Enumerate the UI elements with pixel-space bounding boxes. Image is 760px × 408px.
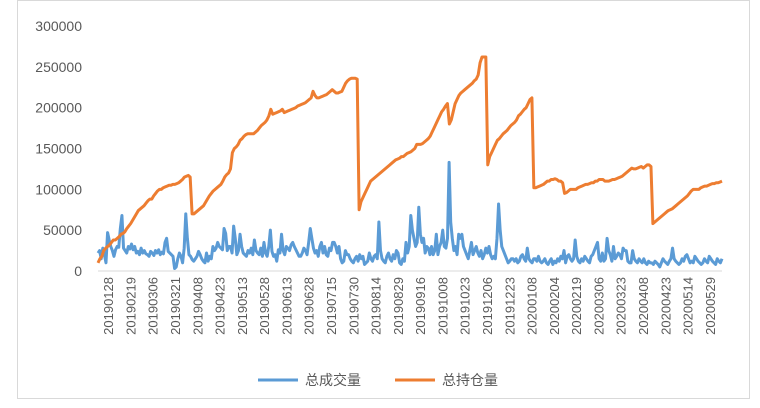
x-tick-label: 20190628 xyxy=(302,277,317,335)
x-tick-label: 20200108 xyxy=(525,277,540,335)
x-tick-label: 20190829 xyxy=(391,277,406,335)
x-tick-label: 20190128 xyxy=(101,277,116,335)
x-tick-label: 20191206 xyxy=(480,277,495,335)
x-tick-label: 20191008 xyxy=(435,277,450,335)
x-tick-label: 20190730 xyxy=(346,277,361,335)
x-tick-label: 20200219 xyxy=(569,277,584,335)
legend-label-volume: 总成交量 xyxy=(305,372,361,388)
x-tick-label: 20190528 xyxy=(257,277,272,335)
x-tick-label: 20190408 xyxy=(190,277,205,335)
x-tick-label: 20190715 xyxy=(324,277,339,335)
x-tick-label: 20190916 xyxy=(413,277,428,335)
x-tick-label: 20191223 xyxy=(502,277,517,335)
x-tick-label: 20190306 xyxy=(146,277,161,335)
plot-area xyxy=(96,55,724,271)
x-tick-label: 20190613 xyxy=(279,277,294,335)
x-tick-label: 20191023 xyxy=(458,277,473,335)
y-tick-label: 300000 xyxy=(35,18,82,34)
x-tick-label: 20190321 xyxy=(168,277,183,335)
y-tick-label: 200000 xyxy=(35,100,82,116)
x-tick-label: 20200323 xyxy=(614,277,629,335)
y-tick-label: 50000 xyxy=(43,222,82,238)
chart-border xyxy=(17,0,750,399)
x-tick-label: 20200204 xyxy=(547,277,562,335)
x-tick-label: 20200529 xyxy=(703,277,718,335)
x-tick-label: 20200514 xyxy=(681,277,696,335)
x-tick-label: 20190513 xyxy=(235,277,250,335)
y-tick-label: 250000 xyxy=(35,59,82,75)
y-tick-label: 0 xyxy=(74,263,82,279)
x-tick-label: 20190423 xyxy=(213,277,228,335)
x-tick-label: 20200423 xyxy=(658,277,673,335)
volume-series-line xyxy=(96,160,724,271)
y-tick-label: 100000 xyxy=(35,181,82,197)
legend-label-open-interest: 总持仓量 xyxy=(442,372,498,388)
y-tick-label: 150000 xyxy=(35,141,82,157)
y-axis: 0 50000 100000 150000 200000 250000 300000 xyxy=(35,18,82,279)
x-tick-label: 20190814 xyxy=(369,277,384,335)
x-axis: 20190128 20190219 20190306 20190321 20190408… xyxy=(98,270,722,335)
x-tick-label: 20200408 xyxy=(636,277,651,335)
x-tick-label: 20190219 xyxy=(123,277,138,335)
x-tick-label: 20200306 xyxy=(591,277,606,335)
legend: 总成交量 总持仓量 xyxy=(258,372,498,388)
open-interest-series-line xyxy=(96,55,723,264)
